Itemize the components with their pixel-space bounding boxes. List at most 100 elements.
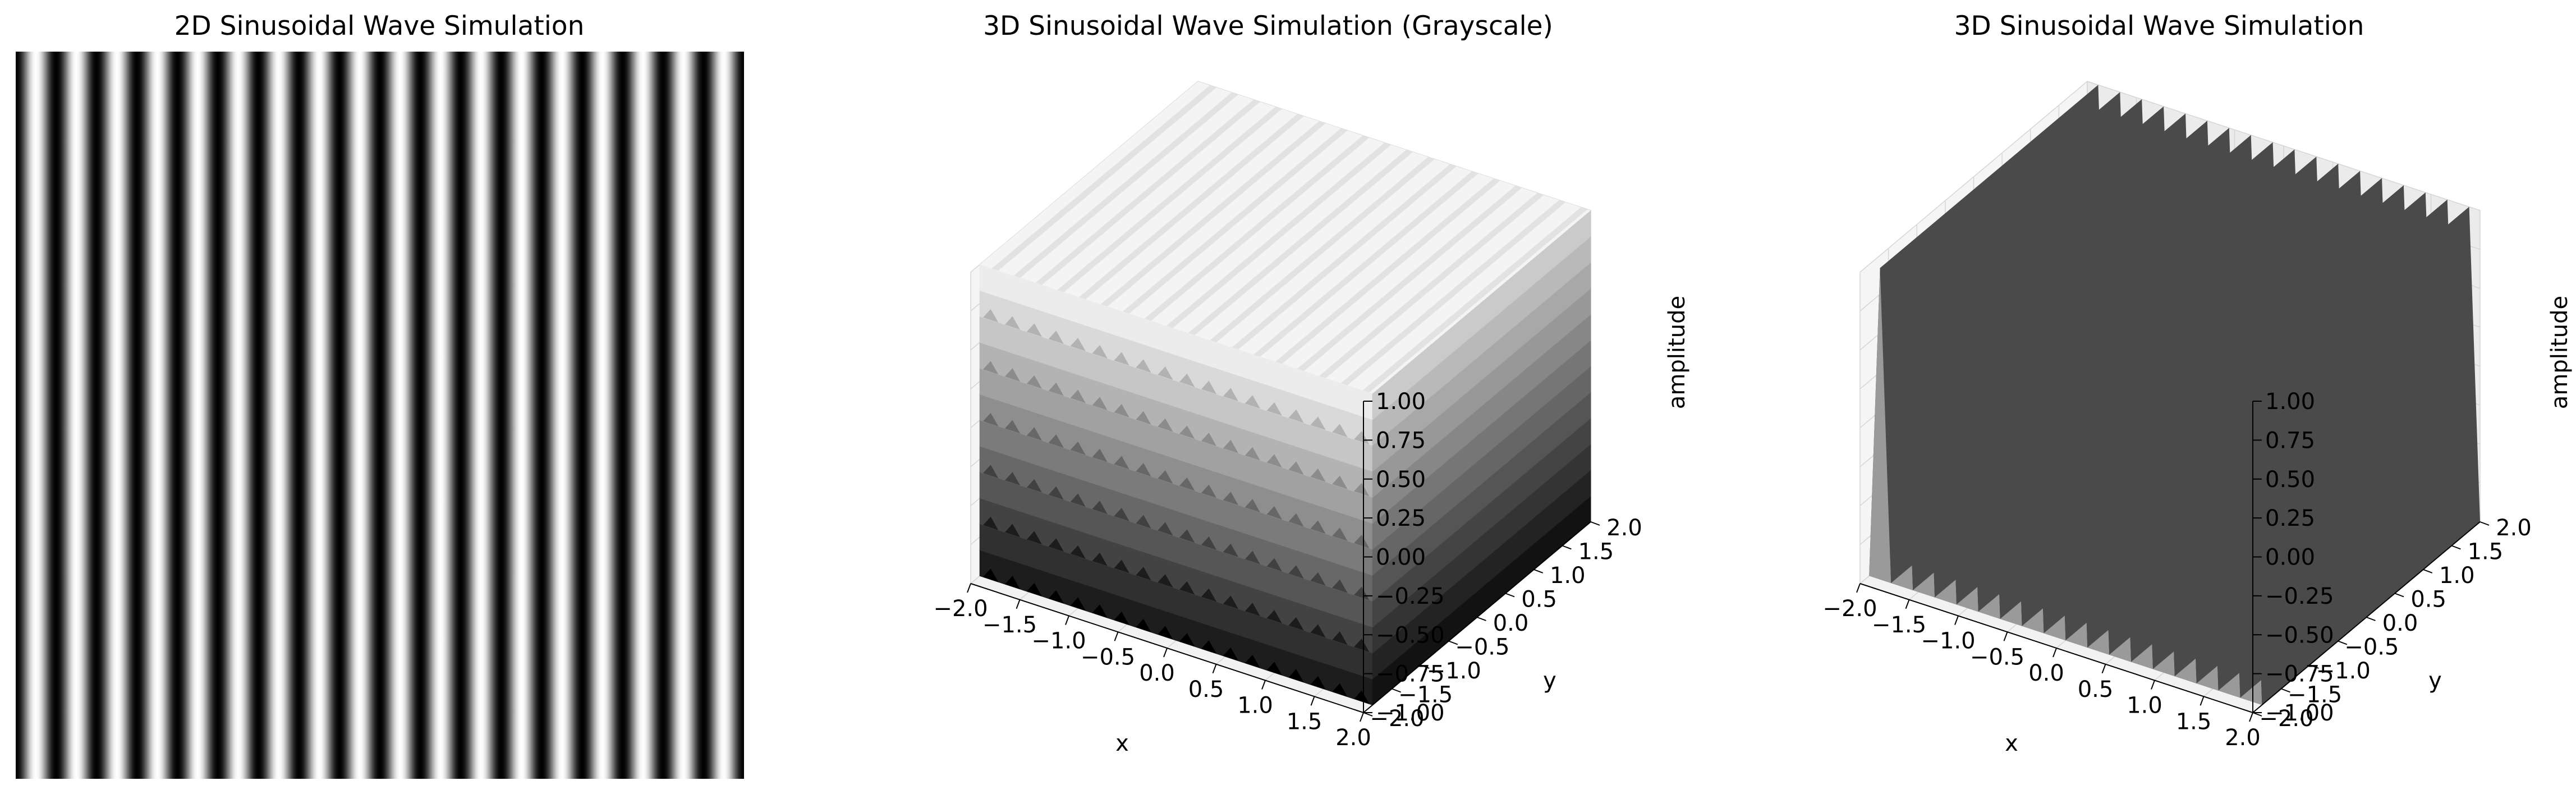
x-tick: [2151, 680, 2155, 690]
z-tick-labels: −1.00 −0.75 −0.50 −0.25 0.00 0.25 0.50 0.75 1.00: [2265, 389, 2334, 726]
z-tick-label: −0.25: [2265, 584, 2334, 609]
surface-notch: [1136, 567, 1151, 581]
surface-notch: [1266, 402, 1282, 416]
surface-notch: [1004, 524, 1021, 538]
surface-notch: [1026, 531, 1042, 545]
surface-notch: [1092, 501, 1108, 515]
y-tick: [2338, 640, 2348, 645]
x-tick-label: 2.0: [2225, 725, 2261, 751]
y-tick-labels: −2.0−1.5−1.0−0.50.00.51.01.52.0: [1370, 515, 1642, 732]
surface-notch: [1158, 522, 1173, 536]
y-tick: [1562, 545, 1572, 550]
z-tick-label: 0.00: [2265, 545, 2315, 571]
surface-notch: [1114, 456, 1129, 470]
surface-notch: [1070, 597, 1086, 611]
surface-notch: [1288, 617, 1304, 631]
surface-notch: [1136, 515, 1151, 529]
surface-notch: [1026, 582, 1042, 596]
y-tick-label: 1.0: [2439, 563, 2475, 589]
surface-notch: [1310, 520, 1326, 534]
surface-ridge: [1210, 157, 1435, 342]
surface-notch: [1158, 626, 1173, 640]
surface-notch: [1048, 330, 1064, 345]
surface-notch: [1179, 425, 1195, 439]
y-tick: [2479, 521, 2490, 526]
surface-notch: [1004, 472, 1021, 485]
surface-notch: [1158, 366, 1173, 380]
surface-notch: [1048, 434, 1064, 448]
x-tick: [1310, 696, 1315, 706]
z-tick-label: −0.25: [1376, 584, 1445, 609]
z-tick-label: 0.00: [1376, 545, 1426, 571]
surface-notch: [983, 516, 999, 530]
surface-notch: [1332, 683, 1348, 697]
x-tick-label: 0.5: [2078, 677, 2114, 703]
x-tick-label: 0.0: [2028, 660, 2064, 686]
x-tick: [2249, 712, 2253, 722]
surface-ridge: [1340, 200, 1566, 385]
surface-ridge: [1013, 92, 1238, 278]
surface-fin-edge: [1869, 268, 1891, 584]
y-tick-label: 0.0: [1493, 610, 1529, 636]
surface-notch: [1245, 447, 1260, 461]
surface-notch: [1288, 461, 1304, 475]
surface-notch: [1266, 506, 1282, 520]
surface-ridge: [1232, 164, 1457, 350]
surface-notch: [1048, 538, 1064, 552]
surface-ridge: [1057, 107, 1282, 292]
surface-notch: [1201, 484, 1217, 498]
surface-notch: [1332, 527, 1348, 541]
y-tick: [1448, 640, 1458, 645]
surface-notch: [1092, 604, 1108, 618]
x-tick-label: −0.5: [1970, 644, 2024, 670]
surface-grayscale: [979, 81, 1591, 706]
y-tick-label: 1.5: [1578, 539, 1614, 565]
x-tick-label: −2.0: [933, 596, 988, 622]
axes-3d: [967, 401, 1600, 722]
axes-3d: [1856, 401, 2490, 722]
y-tick-label: 2.0: [1606, 515, 1642, 541]
y-tick-label: 1.0: [1550, 563, 1586, 589]
surface-notch: [1048, 382, 1064, 396]
surface-notch: [1179, 581, 1195, 595]
y-tick: [1420, 664, 1430, 669]
surface-notch: [1310, 572, 1326, 586]
z-axis-label: amplitude: [1664, 296, 1690, 409]
z-tick-label: −0.50: [2265, 622, 2334, 648]
surface-notch: [1245, 499, 1260, 513]
x-tick: [2003, 631, 2008, 641]
surface-ridge: [1122, 128, 1348, 314]
grid-line: [1859, 81, 2088, 273]
surface-ridge: [1101, 121, 1326, 307]
surface-notch: [1245, 654, 1260, 668]
wave-image: [16, 52, 744, 779]
surface-notch: [1266, 662, 1282, 676]
y-tick-label: −1.5: [2288, 682, 2342, 708]
surface-notch: [1004, 316, 1021, 330]
z-tick-label: 0.75: [2265, 428, 2315, 453]
y-tick-label: −1.0: [2316, 658, 2371, 684]
y-tick-label: −2.0: [1370, 706, 1424, 732]
y-tick: [2281, 688, 2290, 693]
surface-ridge: [1079, 114, 1304, 300]
surface-ridge: [1319, 192, 1544, 378]
x-tick: [1212, 664, 1217, 674]
x-tick-label: 0.5: [1188, 677, 1224, 703]
surface-notch: [983, 361, 999, 375]
surface-notch: [1070, 493, 1086, 507]
surface-notch: [1266, 558, 1282, 572]
surface-notch: [1332, 424, 1348, 438]
surface-notch: [1245, 603, 1260, 617]
surface-notch: [1266, 454, 1282, 468]
x-tick: [967, 583, 971, 593]
surface-notch: [1354, 639, 1370, 652]
x-tick-label: 0.0: [1139, 660, 1175, 686]
y-tick-label: 2.0: [2496, 515, 2532, 541]
surface-notch: [1332, 475, 1348, 489]
surface-notch: [1026, 375, 1042, 389]
surface-fin-front: [1880, 85, 2109, 584]
surface-notch: [1092, 448, 1108, 462]
x-tick-label: 2.0: [1335, 725, 1371, 751]
surface-notch: [1070, 545, 1086, 559]
surface-notch: [1048, 590, 1064, 604]
